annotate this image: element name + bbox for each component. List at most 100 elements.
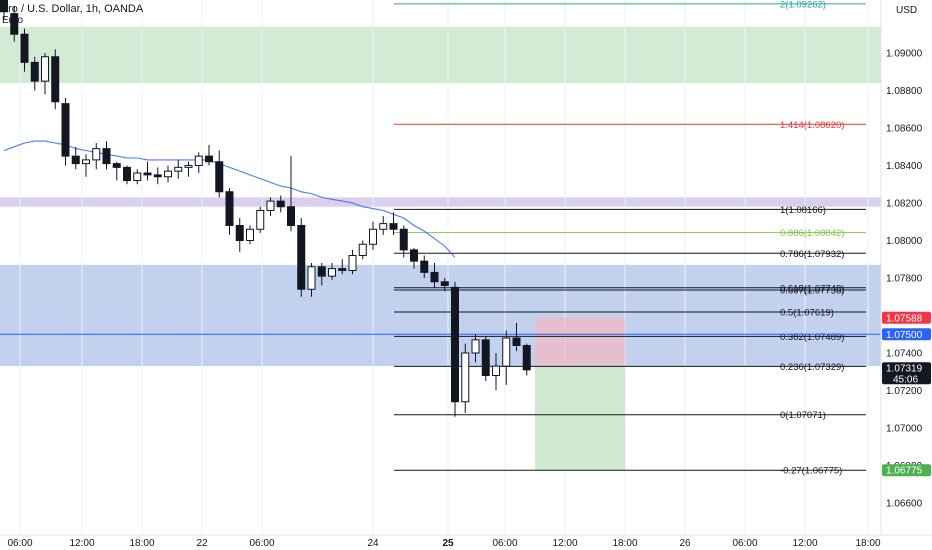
candle[interactable] — [276, 195, 285, 213]
candle-body — [194, 155, 203, 166]
candle[interactable] — [502, 330, 511, 385]
candle[interactable] — [20, 28, 29, 72]
candle[interactable] — [51, 49, 60, 110]
candle[interactable] — [399, 225, 408, 258]
candle-body — [61, 103, 70, 157]
candle-body — [492, 365, 500, 376]
candle-body — [30, 61, 39, 82]
candle[interactable] — [287, 156, 295, 232]
target-tag[interactable] — [882, 464, 931, 477]
stop-zone[interactable] — [535, 317, 625, 367]
candle[interactable] — [164, 165, 172, 183]
candle[interactable] — [379, 216, 388, 235]
hline-tag-text: 1.07500 — [886, 330, 923, 341]
candle-body — [420, 260, 429, 273]
candle[interactable] — [266, 197, 275, 217]
candle-body — [358, 243, 367, 256]
time-tick-label: 26 — [679, 538, 691, 549]
last-price-tag-text: 1.07319 — [886, 364, 923, 375]
time-tick-label: 18:00 — [612, 538, 637, 549]
candle-body — [102, 148, 111, 165]
price-tick-label: 1.06600 — [886, 499, 923, 510]
target-zone[interactable] — [535, 366, 625, 471]
candle[interactable] — [512, 323, 521, 352]
time-tick-label: 18:00 — [855, 538, 880, 549]
candle[interactable] — [123, 165, 131, 185]
fib-level-label: 0.886(1.08042) — [780, 228, 844, 239]
fib-level-label: 0.5(1.07619) — [780, 307, 834, 318]
fib-level-label: -0.27(1.06775) — [780, 466, 842, 477]
green-zone[interactable] — [0, 26, 881, 83]
moving-average-line[interactable] — [3, 140, 456, 258]
candle[interactable] — [133, 169, 142, 185]
candle[interactable] — [112, 161, 121, 181]
candle[interactable] — [102, 141, 111, 170]
candle[interactable] — [328, 263, 336, 280]
last-price-tag[interactable] — [882, 362, 931, 385]
candle-body — [430, 271, 439, 283]
candle[interactable] — [420, 255, 429, 279]
purple-zone[interactable] — [0, 197, 881, 207]
candle[interactable] — [492, 353, 500, 391]
candle[interactable] — [153, 167, 162, 185]
candle[interactable] — [256, 206, 265, 233]
candle[interactable] — [143, 161, 152, 181]
time-tick-label: 12:00 — [792, 538, 817, 549]
candle-body — [287, 206, 295, 226]
candle[interactable] — [317, 263, 326, 286]
candle[interactable] — [297, 218, 306, 297]
candle[interactable] — [430, 263, 439, 288]
candle[interactable] — [10, 6, 19, 42]
candle[interactable] — [369, 221, 377, 250]
candle-body — [522, 345, 531, 371]
candle[interactable] — [215, 150, 224, 198]
price-tick-label: 1.08600 — [886, 124, 923, 135]
candle[interactable] — [174, 159, 183, 179]
time-tick-label: 24 — [367, 538, 379, 549]
blue-zone[interactable] — [0, 264, 881, 367]
candle[interactable] — [338, 259, 347, 275]
candle[interactable] — [225, 188, 234, 235]
candle[interactable] — [82, 154, 90, 177]
candle-body — [225, 191, 234, 226]
candle[interactable] — [235, 218, 244, 252]
fib-level-label: 0(1.07071) — [780, 410, 826, 421]
candle[interactable] — [481, 336, 490, 382]
price-tick-label: 1.08000 — [886, 236, 923, 247]
candle[interactable] — [41, 53, 49, 95]
candle[interactable] — [389, 212, 398, 235]
candle[interactable] — [71, 146, 80, 170]
time-tick-label: 18:00 — [129, 538, 154, 549]
candle[interactable] — [471, 334, 480, 363]
candle[interactable] — [61, 98, 70, 166]
stop-tag[interactable] — [882, 311, 931, 324]
time-tick-label: 22 — [196, 538, 208, 549]
candle[interactable] — [358, 240, 367, 260]
candle[interactable] — [440, 278, 449, 292]
candle[interactable] — [184, 161, 193, 177]
candle[interactable] — [205, 144, 213, 166]
candle[interactable] — [461, 343, 470, 413]
candle[interactable] — [348, 249, 357, 275]
time-tick-label: 25 — [442, 538, 454, 549]
candle[interactable] — [246, 225, 254, 245]
target-tag-text: 1.06775 — [886, 466, 923, 477]
candle[interactable] — [451, 281, 459, 417]
candle[interactable] — [30, 56, 39, 91]
price-tick-label: 1.08200 — [886, 199, 923, 210]
candle-body — [10, 13, 19, 35]
candle[interactable] — [307, 263, 316, 297]
candle-body — [143, 172, 152, 176]
candle-body — [502, 337, 511, 367]
candle[interactable] — [194, 152, 203, 173]
candle[interactable] — [92, 143, 101, 170]
countdown-text: 45:06 — [893, 375, 918, 386]
price-axis[interactable] — [881, 0, 932, 550]
hline-tag[interactable] — [882, 328, 931, 341]
candle[interactable] — [522, 343, 531, 376]
fib-level-label: 0.618(1.07748) — [780, 283, 844, 294]
candle[interactable] — [0, 0, 8, 20]
candle[interactable] — [410, 248, 418, 269]
